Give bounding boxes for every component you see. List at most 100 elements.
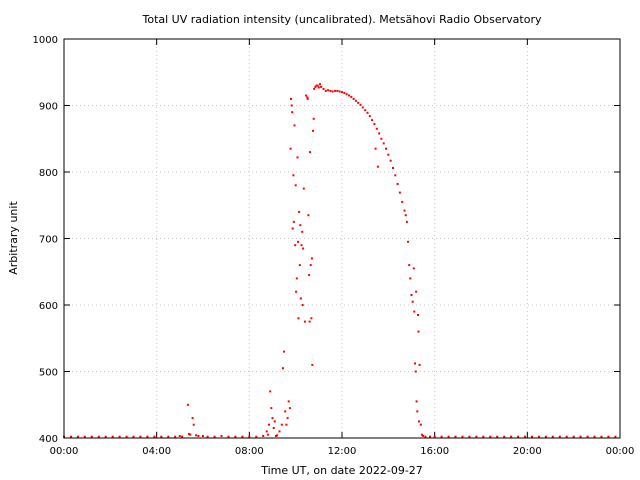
data-point bbox=[265, 430, 268, 433]
data-point bbox=[213, 435, 216, 438]
data-point bbox=[291, 227, 294, 230]
data-point bbox=[373, 123, 376, 126]
data-point bbox=[276, 434, 279, 437]
data-point bbox=[302, 247, 305, 250]
data-point bbox=[329, 89, 332, 92]
x-tick-label: 04:00 bbox=[142, 446, 171, 457]
data-point bbox=[296, 156, 299, 159]
data-point bbox=[440, 435, 443, 438]
data-point bbox=[292, 174, 295, 177]
data-point bbox=[314, 85, 317, 88]
data-point bbox=[320, 85, 323, 88]
chart-title: Total UV radiation intensity (uncalibrat… bbox=[142, 13, 542, 26]
data-point bbox=[327, 89, 330, 92]
data-point bbox=[248, 435, 251, 438]
data-point bbox=[303, 320, 306, 323]
data-point bbox=[270, 407, 273, 410]
data-point bbox=[283, 350, 286, 353]
data-point bbox=[178, 435, 181, 437]
data-point bbox=[298, 264, 301, 267]
grid bbox=[64, 39, 620, 438]
data-point bbox=[174, 435, 177, 438]
data-point bbox=[579, 435, 582, 438]
data-point bbox=[111, 435, 114, 438]
data-point bbox=[227, 435, 230, 438]
data-point bbox=[387, 153, 390, 156]
data-point bbox=[310, 257, 313, 260]
data-point bbox=[366, 111, 369, 114]
data-point bbox=[417, 314, 419, 316]
data-point bbox=[593, 435, 596, 438]
data-point bbox=[307, 214, 310, 217]
data-point bbox=[302, 187, 305, 190]
data-point bbox=[278, 430, 281, 433]
data-point bbox=[414, 370, 417, 373]
data-point bbox=[292, 220, 295, 223]
data-point bbox=[404, 214, 407, 217]
data-point bbox=[357, 101, 360, 104]
data-point bbox=[429, 435, 431, 438]
data-point bbox=[461, 435, 464, 438]
data-point bbox=[361, 106, 364, 109]
data-point bbox=[572, 435, 575, 438]
data-point bbox=[241, 435, 244, 438]
data-point bbox=[482, 435, 485, 438]
data-point bbox=[334, 89, 337, 92]
data-point bbox=[417, 420, 420, 423]
data-point bbox=[411, 300, 414, 303]
data-point bbox=[364, 109, 367, 112]
y-tick-label: 900 bbox=[39, 102, 58, 113]
data-point bbox=[290, 104, 293, 107]
data-point bbox=[297, 240, 299, 243]
data-point bbox=[341, 91, 343, 94]
data-point bbox=[132, 435, 135, 438]
data-point bbox=[416, 410, 419, 413]
data-point bbox=[368, 115, 371, 118]
data-point bbox=[305, 94, 308, 97]
data-point bbox=[419, 423, 422, 426]
data-point bbox=[544, 435, 547, 438]
data-point bbox=[336, 89, 339, 92]
data-point bbox=[531, 435, 533, 438]
data-point bbox=[410, 294, 413, 296]
data-point bbox=[297, 317, 300, 320]
x-tick-label: 00:00 bbox=[50, 446, 79, 457]
data-point bbox=[433, 435, 436, 438]
data-point bbox=[407, 240, 409, 243]
data-point bbox=[275, 435, 277, 437]
data-point bbox=[286, 417, 289, 420]
data-point bbox=[90, 435, 93, 438]
data-point bbox=[586, 435, 589, 438]
data-point bbox=[273, 420, 276, 423]
data-point bbox=[301, 304, 304, 306]
data-point bbox=[272, 427, 275, 429]
data-point bbox=[311, 363, 314, 366]
data-point bbox=[607, 435, 610, 438]
data-point bbox=[153, 435, 156, 438]
data-point bbox=[359, 103, 362, 106]
data-point bbox=[139, 435, 142, 438]
data-point bbox=[191, 417, 194, 420]
data-point bbox=[378, 132, 381, 135]
data-point bbox=[118, 435, 121, 438]
data-point bbox=[454, 435, 457, 438]
x-tick-label: 20:00 bbox=[513, 446, 542, 457]
data-point bbox=[475, 435, 478, 438]
data-point bbox=[160, 435, 163, 438]
x-tick-label: 16:00 bbox=[420, 446, 449, 457]
data-point bbox=[284, 410, 287, 413]
data-point bbox=[394, 174, 397, 177]
data-point bbox=[558, 435, 561, 438]
data-point bbox=[299, 297, 302, 300]
data-point bbox=[614, 435, 617, 438]
data-point bbox=[376, 165, 379, 168]
data-point bbox=[310, 317, 313, 320]
data-point bbox=[447, 435, 450, 438]
data-point bbox=[374, 147, 377, 150]
data-point bbox=[382, 142, 385, 145]
data-point bbox=[104, 435, 107, 438]
data-point bbox=[375, 127, 378, 130]
x-tick-label: 12:00 bbox=[328, 446, 357, 457]
data-point bbox=[324, 89, 327, 92]
data-point bbox=[315, 84, 318, 87]
